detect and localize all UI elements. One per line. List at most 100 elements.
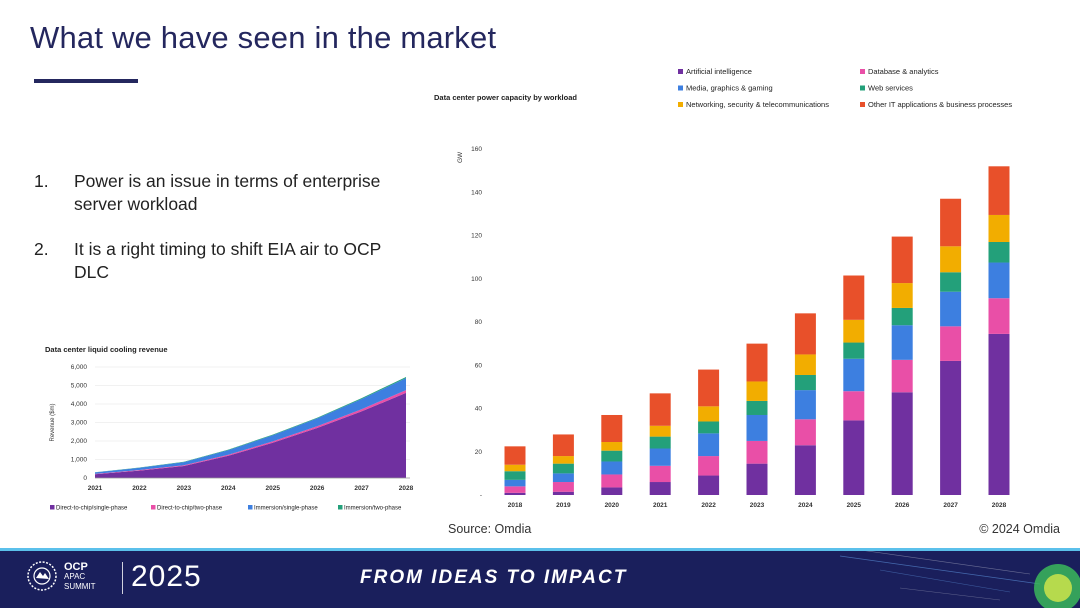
x-tick-label: 2019 (556, 502, 571, 509)
y-tick-label: 120 (471, 233, 482, 240)
bar-segment (552, 463, 574, 474)
bar-segment (552, 434, 574, 457)
bar-segment (649, 465, 671, 483)
y-tick-label: 80 (475, 319, 483, 326)
x-tick-label: 2025 (265, 485, 280, 492)
legend-label: Immersion/two-phase (344, 506, 402, 512)
bar-segment (940, 326, 962, 361)
legend-swatch (50, 505, 55, 510)
y-tick-label: 3,000 (71, 420, 88, 427)
bar-segment (601, 442, 623, 451)
bar-segment (940, 291, 962, 327)
bullet-number: 1. (34, 171, 49, 191)
legend-swatch (678, 102, 683, 107)
x-tick-label: 2022 (701, 502, 716, 509)
y-tick-label: 100 (471, 276, 482, 283)
legend-label: Immersion/single-phase (254, 506, 318, 512)
x-tick-label: 2018 (508, 502, 523, 509)
y-tick-label: 20 (475, 449, 483, 456)
legend-swatch (860, 69, 865, 74)
x-tick-label: 2026 (895, 502, 910, 509)
brand-main: OCP (64, 561, 88, 573)
bar-segment (504, 464, 526, 472)
bullet-text: It is a right timing to shift EIA air to… (74, 239, 382, 282)
bar-segment (891, 307, 913, 326)
title-underline (34, 79, 138, 83)
bar-segment (746, 400, 768, 415)
bullet-point: 1. Power is an issue in terms of enterpr… (34, 170, 414, 216)
legend-swatch (338, 505, 343, 510)
bar-segment (601, 461, 623, 475)
bar-segment (940, 246, 962, 273)
legend-label: Database & analytics (868, 67, 939, 76)
bar-segment (746, 463, 768, 495)
bar-segment (552, 473, 574, 483)
x-tick-label: 2021 (653, 502, 668, 509)
x-tick-label: 2028 (992, 502, 1007, 509)
footer-banner: OCP APAC SUMMIT 2025 FROM IDEAS TO IMPAC… (0, 548, 1080, 608)
bar-segment (504, 492, 526, 495)
bar-segment (891, 325, 913, 360)
legend-swatch (678, 69, 683, 74)
x-tick-label: 2027 (354, 485, 369, 492)
brand-sub1: APAC (64, 572, 86, 581)
x-tick-label: 2024 (221, 485, 236, 492)
bar-segment (649, 482, 671, 495)
ocp-brand: OCP APAC SUMMIT (64, 562, 96, 592)
legend-swatch (860, 102, 865, 107)
x-tick-label: 2024 (798, 502, 813, 509)
legend-label: Direct-to-chip/single-phase (56, 506, 128, 512)
bar-segment (794, 419, 816, 446)
legend-swatch (678, 85, 683, 91)
bar-segment (794, 313, 816, 355)
bar-segment (504, 471, 526, 480)
bar-segment (746, 381, 768, 401)
bar-segment (891, 283, 913, 308)
footer-decoration (839, 549, 1080, 608)
bullet-point: 2. It is a right timing to shift EIA air… (34, 238, 414, 284)
bar-segment (746, 440, 768, 464)
bar-segment (601, 450, 623, 462)
bar-segment (988, 241, 1010, 263)
bar-segment (843, 358, 865, 392)
y-tick-label: 40 (475, 406, 483, 413)
bar-segment (891, 359, 913, 393)
bar-segment (794, 374, 816, 391)
bar-segment (698, 406, 720, 422)
bar-segment (746, 343, 768, 382)
x-tick-label: 2026 (310, 485, 325, 492)
y-tick-label: 160 (471, 146, 482, 153)
legend-label: Other IT applications & business process… (868, 100, 1012, 109)
bar-segment (988, 333, 1010, 495)
y-tick-label: 0 (83, 475, 87, 482)
legend-swatch (248, 505, 253, 510)
bullet-list: 1. Power is an issue in terms of enterpr… (34, 170, 414, 306)
bar-segment (698, 475, 720, 495)
bar-segment (746, 414, 768, 441)
legend-swatch (151, 505, 156, 510)
ocp-logo-icon (27, 561, 57, 591)
y-tick-label: - (480, 492, 482, 499)
slide-title: What we have seen in the market (30, 20, 497, 55)
bullet-number: 2. (34, 239, 49, 259)
bar-segment (601, 487, 623, 495)
bar-segment (988, 262, 1010, 299)
bar-segment (794, 390, 816, 420)
bar-segment (649, 448, 671, 466)
legend-label: Web services (868, 84, 913, 93)
y-tick-label: 6,000 (71, 364, 88, 371)
bar-segment (601, 474, 623, 488)
bar-segment (940, 272, 962, 292)
bar-segment (891, 392, 913, 495)
bullet-text: Power is an issue in terms of enterprise… (74, 171, 381, 214)
bar-segment (843, 319, 865, 343)
y-tick-label: 4,000 (71, 401, 88, 408)
bar-segment (601, 414, 623, 443)
x-tick-label: 2023 (177, 485, 192, 492)
liquid-cooling-chart: Data center liquid cooling revenue Revenu… (45, 345, 414, 512)
brand-separator (122, 562, 123, 594)
x-tick-label: 2027 (943, 502, 958, 509)
bar-segment (504, 446, 526, 465)
bar-segment (891, 236, 913, 284)
x-tick-label: 2028 (399, 485, 414, 492)
